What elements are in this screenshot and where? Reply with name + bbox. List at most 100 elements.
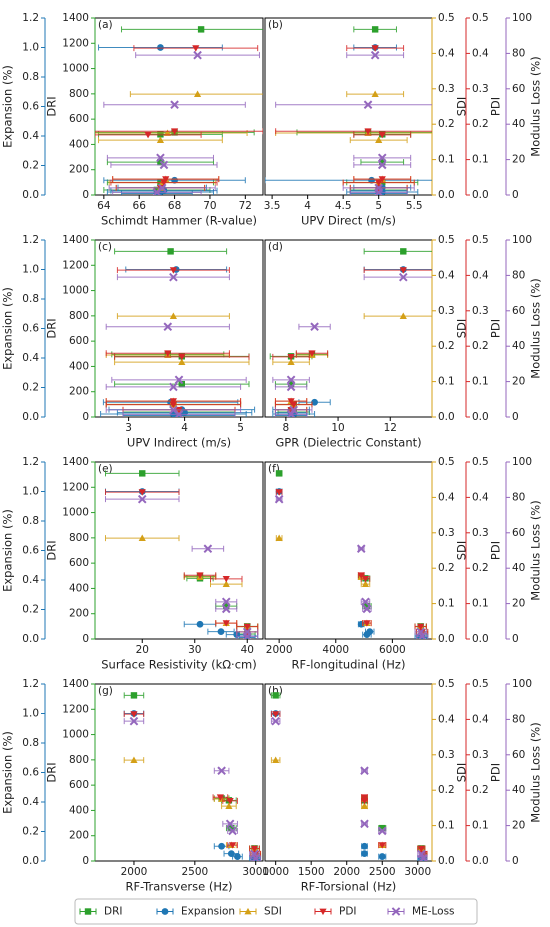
y-tick-label: 1400 — [62, 234, 89, 246]
x-tick-label: 2500 — [369, 866, 396, 878]
y-tick-label: 0.4 — [472, 47, 489, 59]
y-tick-label: 0.0 — [472, 855, 489, 867]
y-tick-label: 1.0 — [22, 264, 39, 276]
y-tick-label: 80 — [512, 491, 525, 503]
y-tick-label: 0.5 — [438, 12, 455, 24]
marker — [287, 353, 295, 361]
marker — [363, 620, 371, 627]
legend-label: PDI — [339, 906, 357, 918]
y-axis-label: Expansion (%) — [1, 287, 15, 370]
y-tick-label: 0.5 — [472, 678, 489, 690]
marker — [130, 711, 138, 718]
y-tick-label: 1.0 — [22, 486, 39, 498]
marker — [370, 50, 380, 60]
marker — [391, 907, 401, 916]
plot-area — [123, 692, 262, 861]
y-tick-label: 1400 — [62, 12, 89, 24]
y-axis-label: PDI — [489, 319, 503, 338]
marker — [167, 248, 174, 255]
marker — [290, 401, 298, 409]
marker — [375, 179, 383, 187]
marker — [157, 44, 164, 51]
marker — [357, 572, 365, 579]
y-tick-label: 0 — [82, 633, 89, 645]
y-axis-label: Expansion (%) — [1, 509, 15, 592]
marker — [243, 623, 251, 631]
y-tick-label: 0.3 — [438, 527, 455, 539]
y-tick-label: 0.2 — [472, 784, 489, 796]
marker — [196, 620, 204, 628]
y-tick-label: 0.1 — [438, 820, 455, 832]
marker — [250, 845, 259, 853]
marker — [226, 797, 234, 805]
marker — [129, 716, 139, 726]
y-tick-label: 0.4 — [22, 574, 39, 586]
y-tick-label: 0.8 — [22, 515, 39, 527]
marker — [361, 850, 368, 858]
panel-frame — [264, 239, 433, 418]
y-tick-label: 40 — [512, 784, 525, 796]
marker — [242, 632, 252, 639]
y-tick-label: 40 — [512, 340, 525, 352]
marker — [364, 128, 372, 135]
y-tick-label: 0.1 — [472, 154, 489, 166]
marker — [84, 908, 92, 915]
x-tick-label: 3.5 — [264, 200, 281, 212]
y-tick-label: 100 — [512, 678, 532, 690]
plot-area — [270, 692, 428, 861]
x-tick-label: 2500 — [181, 866, 208, 878]
y-tick-label: 0 — [512, 855, 519, 867]
x-tick-label: 2000 — [333, 866, 360, 878]
y-tick-label: 0.2 — [472, 340, 489, 352]
x-axis-label: Surface Resistivity (kΩ·cm) — [101, 658, 256, 672]
marker — [169, 401, 177, 409]
y-axis-label: Modulus Loss (%) — [529, 278, 543, 378]
marker — [310, 322, 319, 332]
marker — [361, 597, 370, 607]
y-tick-label: 0.0 — [22, 189, 39, 201]
x-tick-label: 30 — [188, 644, 201, 656]
marker — [222, 620, 230, 627]
plot-area — [95, 26, 263, 195]
marker — [152, 188, 162, 195]
marker — [225, 819, 235, 829]
y-tick-label: 0.3 — [438, 749, 455, 761]
marker — [375, 136, 383, 144]
x-axis-label: RF-Transverse (Hz) — [125, 880, 232, 894]
y-axis-label: Modulus Loss (%) — [529, 722, 543, 822]
marker — [371, 26, 379, 33]
y-tick-label: 0.2 — [438, 784, 455, 796]
y-tick-label: 0.4 — [472, 491, 489, 503]
x-tick-label: 8 — [283, 422, 290, 434]
marker — [156, 153, 165, 163]
y-tick-label: 200 — [69, 386, 89, 398]
y-tick-label: 400 — [69, 360, 89, 372]
y-tick-label: 0.4 — [22, 796, 39, 808]
y-tick-label: 20 — [512, 820, 525, 832]
y-tick-label: 1.2 — [22, 12, 39, 24]
y-axis-label: SDI — [455, 541, 469, 561]
marker — [139, 470, 146, 477]
marker — [227, 850, 235, 858]
marker — [169, 382, 178, 392]
marker — [417, 632, 427, 639]
y-tick-label: 0.5 — [438, 234, 455, 246]
y-tick-label: 800 — [69, 88, 89, 100]
marker — [178, 358, 186, 366]
plot-area — [269, 248, 432, 417]
y-tick-label: 80 — [512, 47, 525, 59]
marker — [203, 544, 213, 554]
panel-frame — [94, 17, 264, 196]
marker — [289, 405, 299, 415]
y-axis-label: Expansion (%) — [1, 731, 15, 814]
plot-area — [105, 470, 259, 639]
y-tick-label: 0 — [512, 411, 519, 423]
marker — [244, 907, 252, 915]
marker — [144, 131, 152, 139]
x-axis-label: RF-longitudinal (Hz) — [292, 658, 406, 672]
x-tick-label: 3 — [125, 422, 132, 434]
marker — [360, 794, 369, 801]
marker — [361, 842, 368, 850]
y-tick-label: 80 — [512, 269, 525, 281]
marker — [287, 380, 295, 388]
